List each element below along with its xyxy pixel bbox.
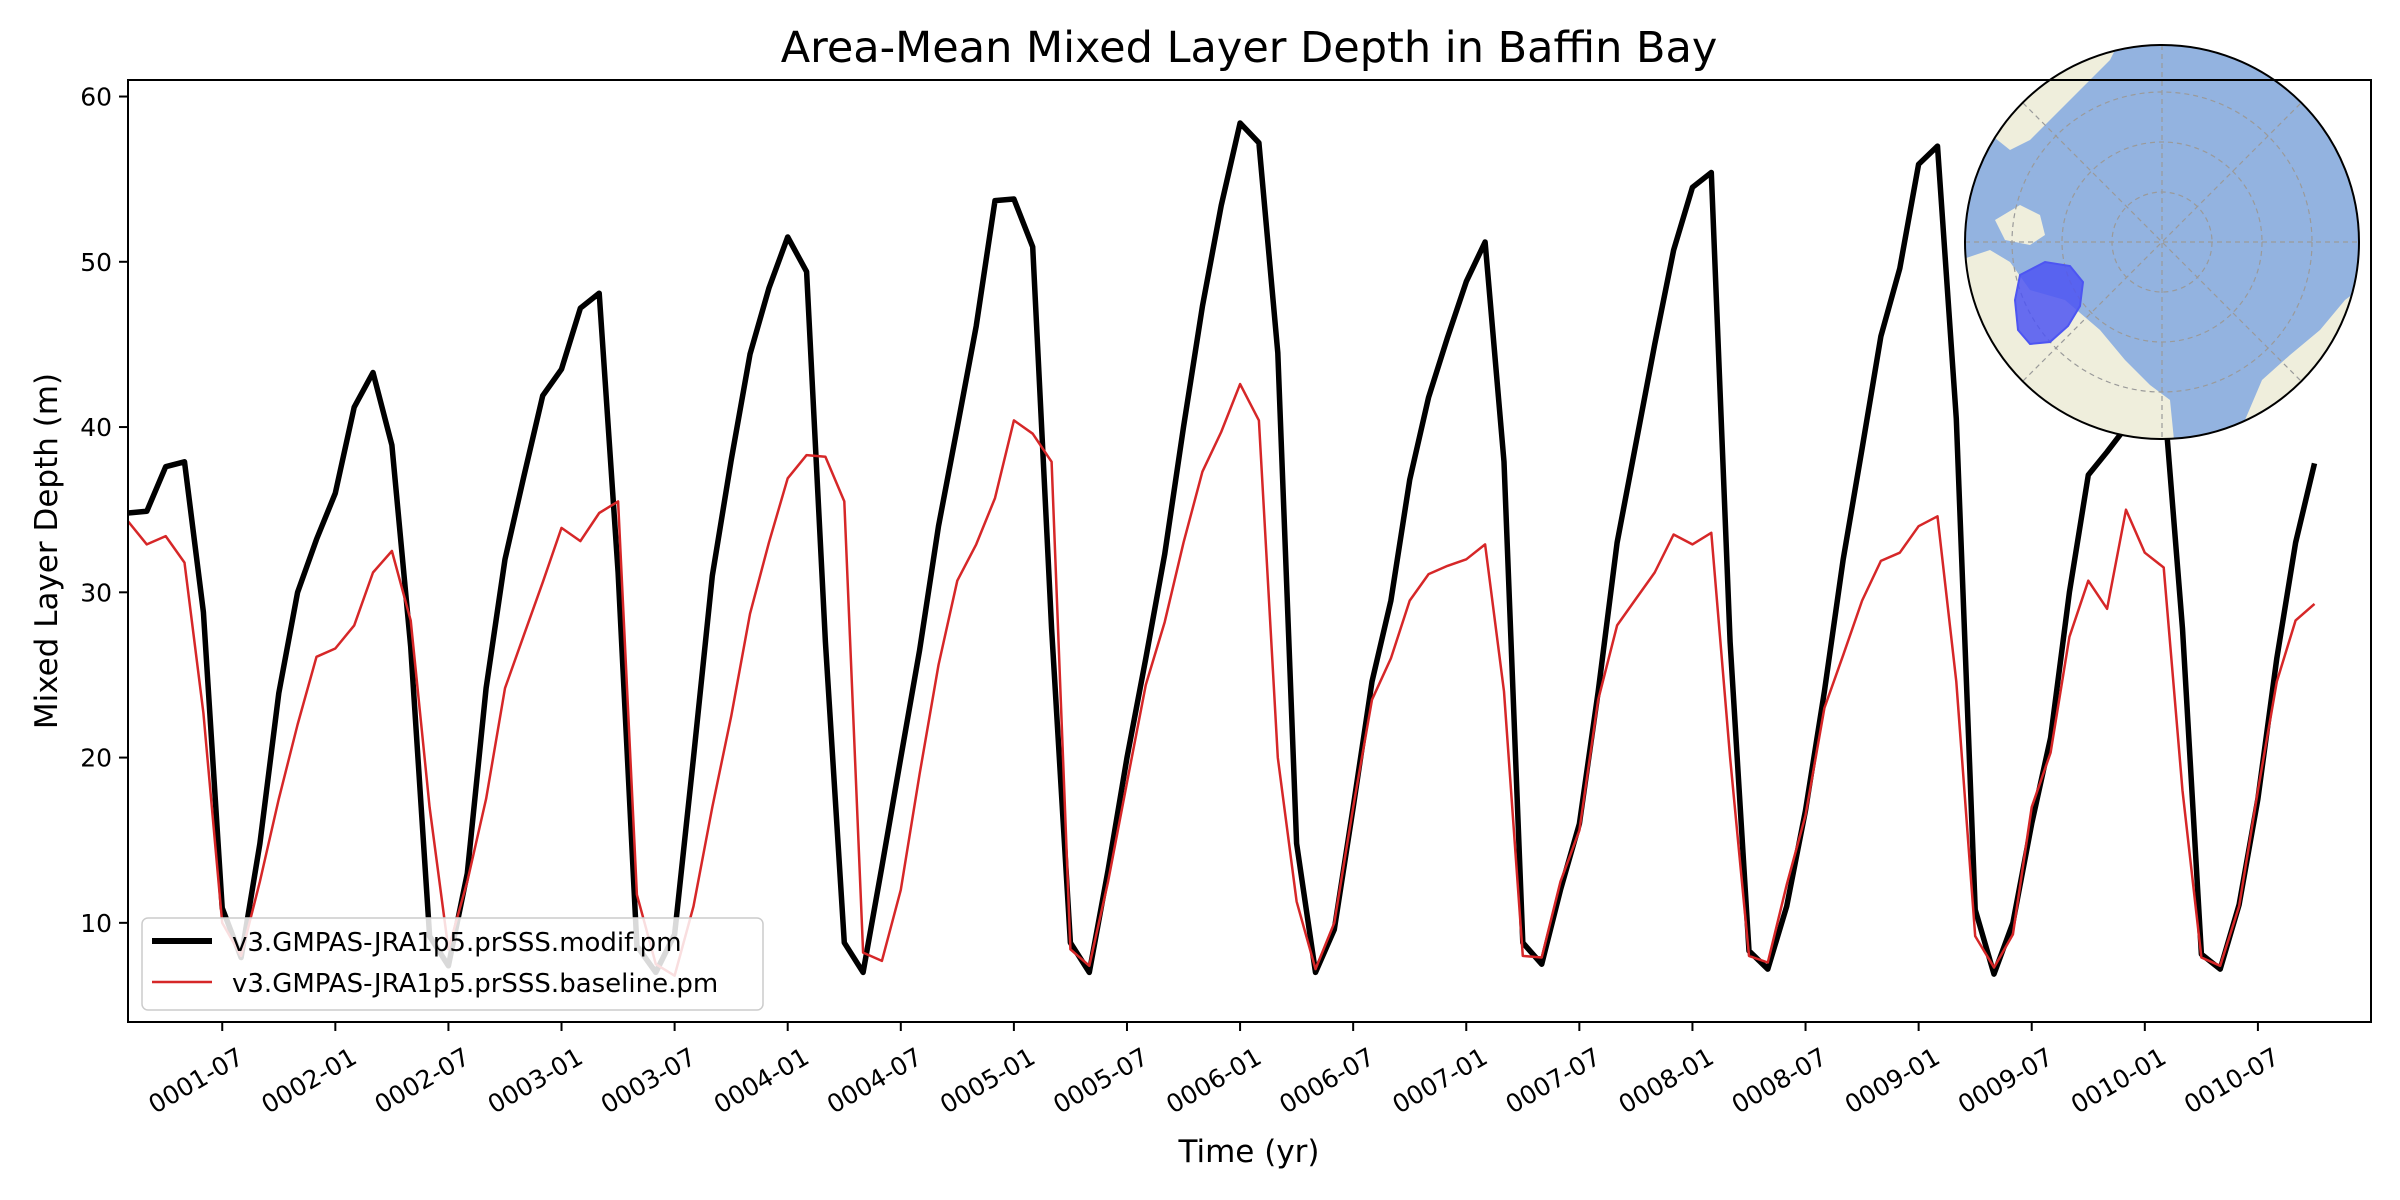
series-line-baseline bbox=[128, 382, 2316, 977]
x-tick-label: 0006-01 bbox=[1161, 1042, 1266, 1119]
x-tick-label: 0008-01 bbox=[1614, 1042, 1719, 1119]
x-tick-label: 0005-07 bbox=[1048, 1042, 1153, 1119]
x-tick-label: 0007-07 bbox=[1501, 1042, 1606, 1119]
x-tick-label: 0009-07 bbox=[1953, 1042, 2058, 1119]
chart-title: Area-Mean Mixed Layer Depth in Baffin Ba… bbox=[781, 23, 1718, 73]
y-axis-label: Mixed Layer Depth (m) bbox=[29, 373, 65, 729]
plot-frame bbox=[127, 79, 2372, 1023]
x-tick-label: 0004-07 bbox=[822, 1042, 927, 1119]
series-line-modif bbox=[128, 120, 2318, 977]
x-tick-label: 0002-07 bbox=[370, 1042, 475, 1119]
y-tick-label: 20 bbox=[80, 744, 112, 773]
y-axis: 10 20 30 40 50 60 bbox=[80, 83, 128, 938]
legend-box bbox=[141, 917, 764, 1011]
legend: v3.GMPAS-JRA1p5.prSSS.modif.pm v3.GMPAS-… bbox=[141, 917, 764, 1011]
map-gridlines bbox=[1965, 45, 2359, 439]
y-tick-label: 40 bbox=[80, 413, 112, 442]
y-tick-label: 10 bbox=[80, 909, 112, 938]
x-axis-label: Time (yr) bbox=[1178, 1134, 1320, 1170]
legend-label-modif: v3.GMPAS-JRA1p5.prSSS.modif.pm bbox=[232, 928, 682, 958]
map-border bbox=[1964, 44, 2360, 440]
x-tick-label: 0003-07 bbox=[596, 1042, 701, 1119]
x-tick-label: 0002-01 bbox=[257, 1042, 362, 1119]
x-tick-label: 0003-01 bbox=[483, 1042, 588, 1119]
x-tick-label: 0005-01 bbox=[935, 1042, 1040, 1119]
x-tick-label: 0008-07 bbox=[1727, 1042, 1832, 1119]
x-tick-label: 0007-01 bbox=[1387, 1042, 1492, 1119]
baffin-bay-region bbox=[2013, 260, 2085, 346]
inset-map bbox=[1964, 44, 2360, 440]
y-tick-label: 30 bbox=[80, 578, 112, 607]
y-tick-label: 50 bbox=[80, 248, 112, 277]
map-island bbox=[1995, 205, 2045, 245]
x-axis: 0001-07 0002-01 0002-07 0003-01 0003-07 0004-… bbox=[143, 1022, 2284, 1119]
legend-label-baseline: v3.GMPAS-JRA1p5.prSSS.baseline.pm bbox=[232, 969, 718, 999]
x-tick-label: 0004-01 bbox=[709, 1042, 814, 1119]
x-tick-label: 0010-01 bbox=[2066, 1042, 2171, 1119]
x-tick-label: 0009-01 bbox=[1840, 1042, 1945, 1119]
x-tick-label: 0006-07 bbox=[1274, 1042, 1379, 1119]
x-tick-label: 0001-07 bbox=[143, 1042, 248, 1119]
y-tick-label: 60 bbox=[80, 83, 112, 112]
x-tick-label: 0010-07 bbox=[2179, 1042, 2284, 1119]
